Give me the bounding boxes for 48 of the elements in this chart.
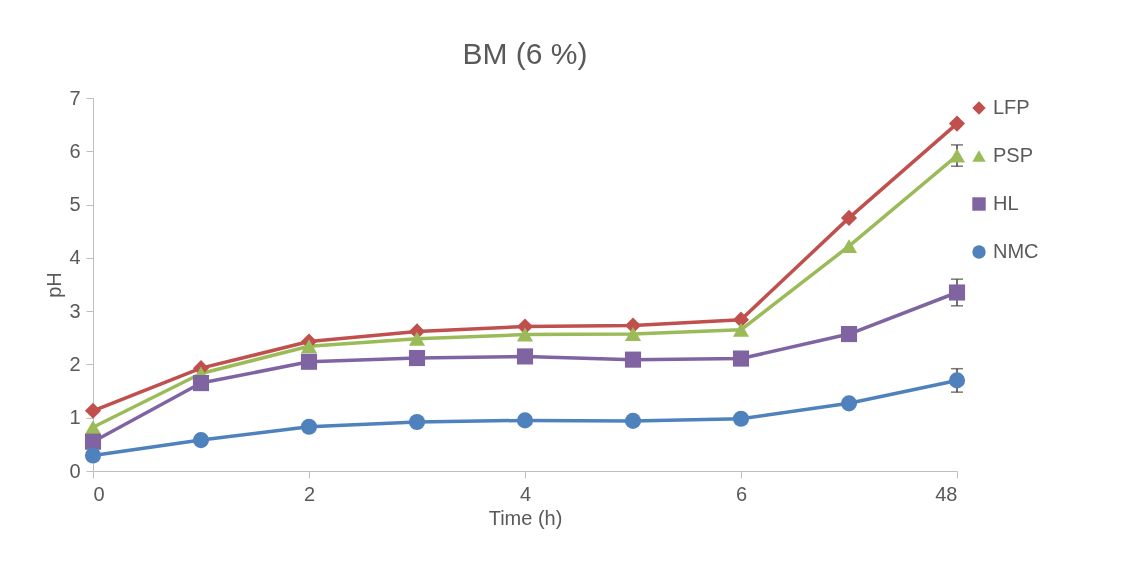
x-tick-label: 2 (303, 482, 316, 505)
x-tick-label: 48 (935, 482, 958, 505)
point (732, 410, 750, 427)
legend-label: HL (993, 192, 1019, 214)
point (840, 325, 858, 343)
point (300, 418, 318, 435)
x-tick-label: 6 (735, 482, 748, 505)
point (408, 413, 426, 431)
point (192, 375, 210, 392)
point (84, 420, 102, 435)
point (408, 349, 426, 367)
point (732, 311, 750, 328)
y-tick-label: 1 (69, 406, 81, 429)
point (948, 284, 966, 301)
x-tick-label: 0 (93, 482, 105, 505)
point (84, 402, 102, 419)
y-tick-label: 5 (69, 193, 81, 216)
point (840, 209, 858, 226)
point (84, 433, 102, 450)
point (516, 412, 534, 429)
point (948, 372, 966, 389)
y-tick-label: 6 (69, 139, 81, 162)
point (624, 351, 642, 368)
point (948, 115, 966, 132)
y-axis-title: pH (43, 272, 66, 298)
y-tick-label: 2 (69, 352, 81, 375)
point (732, 350, 750, 367)
x-axis-title: Time (h) (488, 506, 563, 529)
point (624, 327, 642, 342)
legend-label: PSP (993, 144, 1034, 166)
point (192, 432, 210, 449)
y-tick-label: 7 (69, 86, 81, 109)
point (300, 353, 318, 370)
y-tick-label: 0 (69, 459, 81, 482)
point (732, 322, 750, 337)
y-tick-label: 3 (69, 299, 81, 322)
y-tick-label: 4 (69, 246, 81, 269)
point (408, 331, 426, 346)
legend-label: NMC (993, 240, 1039, 262)
point (84, 447, 102, 464)
point (840, 395, 858, 412)
x-tick-label: 4 (519, 482, 532, 505)
point (516, 348, 534, 365)
point (300, 339, 318, 354)
point (516, 327, 534, 342)
legend-label: LFP (993, 96, 1030, 118)
point (624, 412, 642, 429)
chart-title: BM (6 %) (462, 37, 588, 70)
